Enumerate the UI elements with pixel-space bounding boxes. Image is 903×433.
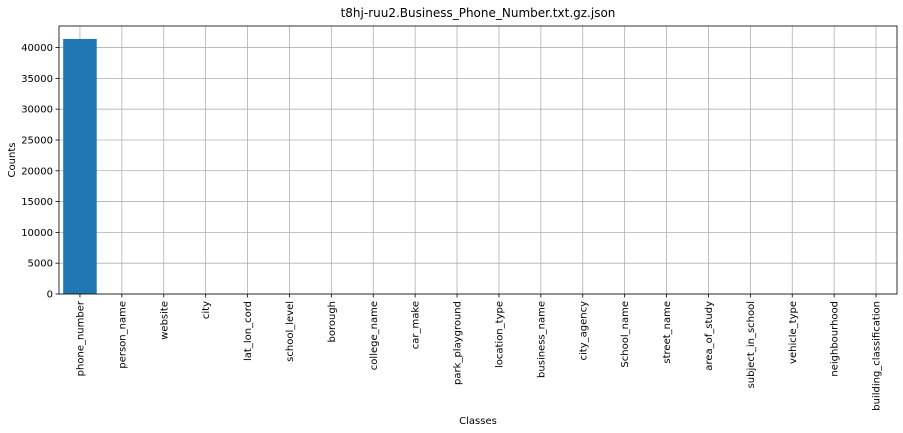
y-tick-label: 40000 [21, 43, 53, 54]
x-tick-label: School_name [620, 301, 631, 368]
x-tick-label: street_name [662, 301, 673, 364]
x-tick-label: college_name [369, 301, 380, 370]
bar-phone_number [63, 38, 97, 295]
x-tick-label: park_playground [453, 301, 464, 385]
y-tick-label: 5000 [28, 259, 53, 270]
x-tick-label: vehicle_type [788, 301, 799, 364]
x-tick-label: business_name [536, 301, 547, 378]
y-axis-label: Counts [7, 143, 18, 178]
x-tick-label: location_type [494, 301, 505, 368]
x-tick-label: lat_lon_cord [243, 301, 254, 361]
x-axis-ticks: phone_number person_name website city lat_lo… [75, 294, 883, 411]
chart-title: t8hj-ruu2.Business_Phone_Number.txt.gz.j… [341, 6, 616, 20]
y-tick-label: 10000 [21, 228, 53, 239]
y-tick-label: 20000 [21, 166, 53, 177]
y-tick-label: 15000 [21, 197, 53, 208]
bars [63, 38, 97, 295]
x-tick-label: city_agency [578, 301, 589, 361]
x-tick-label: person_name [117, 301, 128, 369]
y-tick-label: 0 [47, 290, 53, 301]
x-tick-label: car_make [411, 301, 422, 349]
x-tick-label: neighbourhood [830, 301, 841, 377]
x-tick-label: website [159, 301, 170, 340]
y-tick-label: 35000 [21, 74, 53, 85]
x-tick-label: phone_number [75, 300, 86, 376]
x-axis-label: Classes [459, 416, 497, 427]
axes-frame [58, 25, 898, 295]
y-tick-label: 25000 [21, 135, 53, 146]
x-tick-label: subject_in_school [746, 301, 757, 388]
x-tick-label: borough [327, 301, 338, 343]
x-tick-label: school_level [285, 301, 296, 362]
x-tick-label: area_of_study [704, 301, 715, 371]
x-tick-label: city [201, 301, 212, 319]
y-tick-label: 30000 [21, 105, 53, 116]
grid [59, 26, 897, 295]
y-axis-ticks: 0 5000 10000 15000 20000 25000 30000 35000 40000 [21, 43, 59, 301]
x-tick-label: building_classification [872, 301, 883, 411]
